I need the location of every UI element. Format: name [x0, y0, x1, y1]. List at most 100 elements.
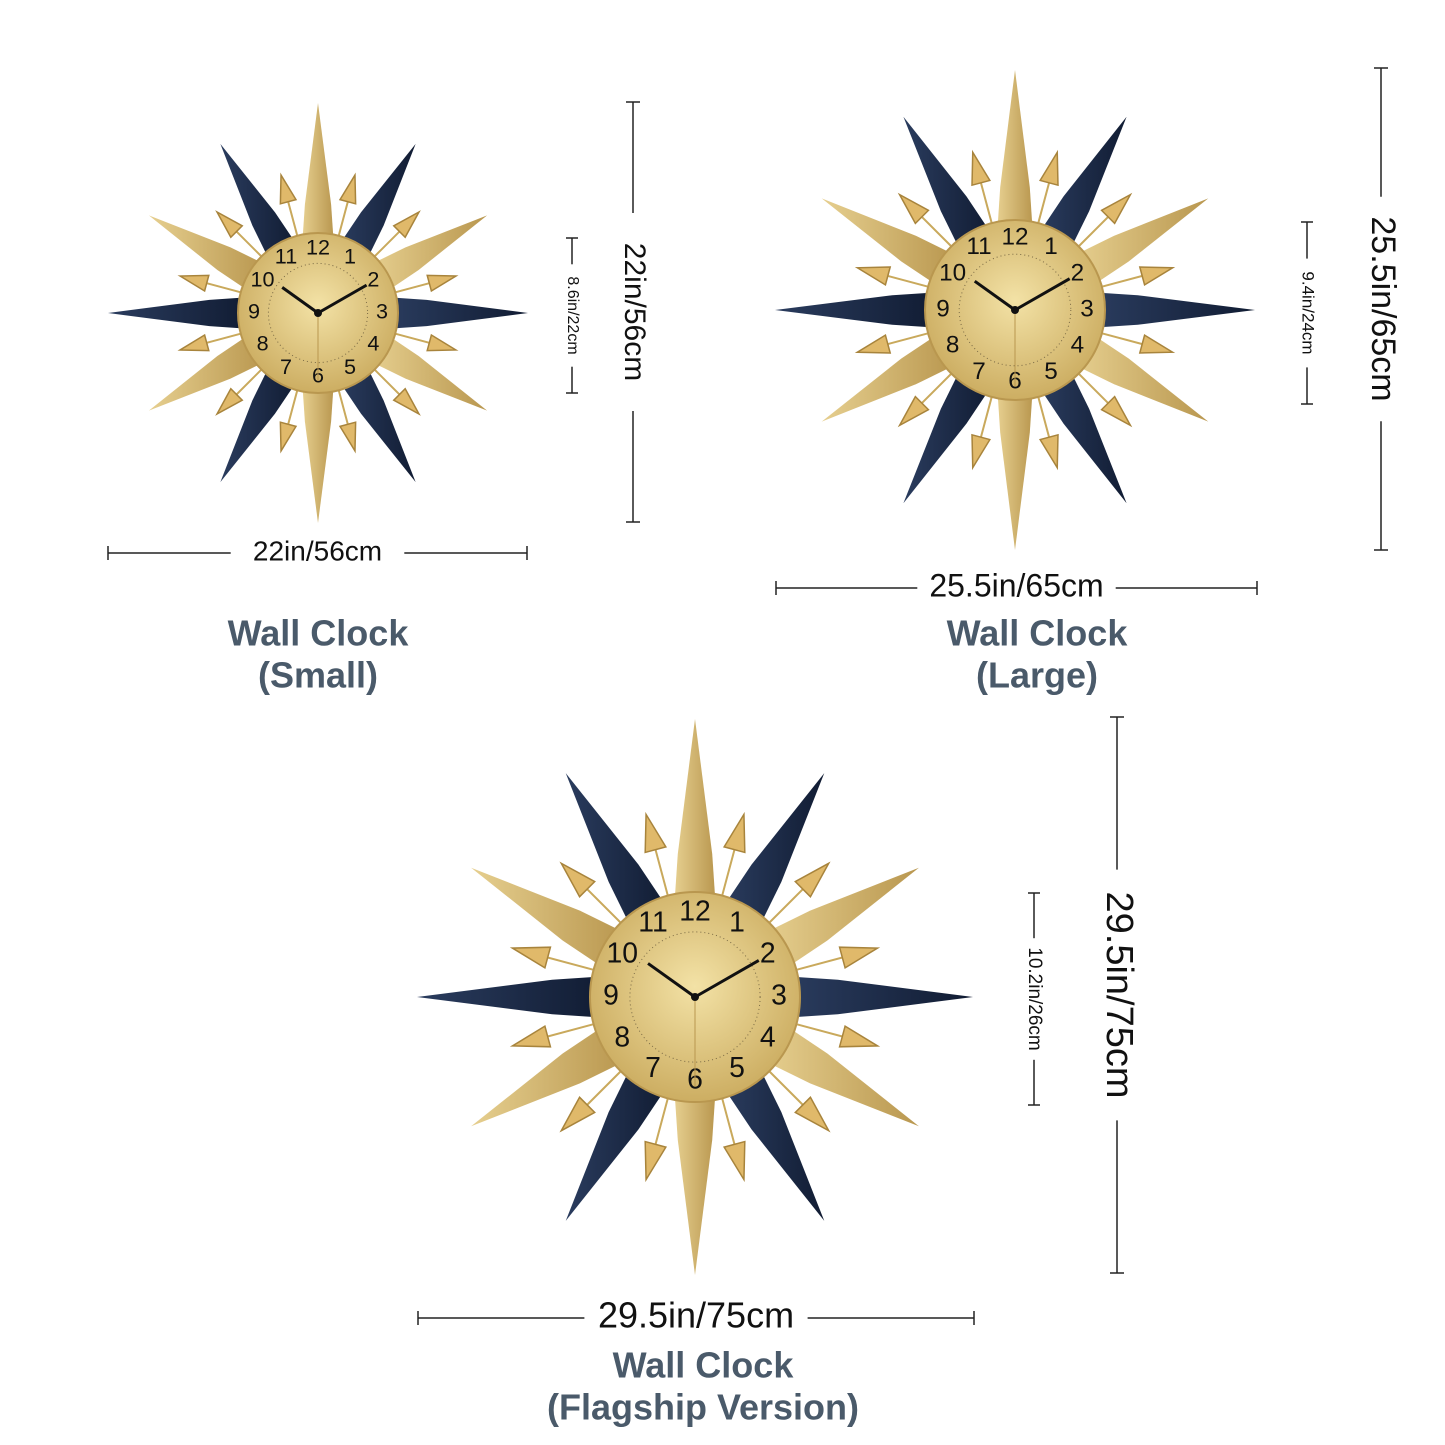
arrow-head [1039, 149, 1059, 187]
dial-numeral: 5 [729, 1052, 745, 1084]
dial-numeral: 2 [1071, 259, 1085, 286]
arrow-head [509, 946, 552, 970]
arrow-head [279, 172, 298, 205]
arrow-head [392, 210, 421, 239]
spike [674, 719, 716, 905]
dial-numeral: 1 [1044, 233, 1058, 260]
dial-numeral: 5 [344, 354, 356, 379]
arrow-head [897, 192, 930, 225]
dial-numeral: 1 [729, 907, 745, 939]
arrow-head [794, 1096, 831, 1133]
dial-numeral: 11 [638, 907, 667, 939]
clock-title: Wall Clock [228, 613, 410, 654]
dial-numeral: 1 [344, 243, 356, 268]
hour-hand [281, 286, 319, 315]
dial-numeral: 3 [376, 299, 388, 324]
dial-numeral: 10 [251, 267, 275, 292]
spike [565, 1066, 667, 1221]
arrow-head [215, 387, 244, 416]
dial-numeral: 2 [367, 267, 379, 292]
arrow-head [722, 1140, 746, 1183]
dial-numeral: 10 [939, 259, 966, 286]
arrow-head [338, 172, 357, 205]
hub [314, 309, 322, 317]
arrow-head [644, 811, 668, 854]
spike [370, 334, 488, 411]
hub [691, 993, 699, 1001]
dial-ring [267, 262, 369, 364]
arrow-head [215, 210, 244, 239]
hour-hand [647, 962, 696, 999]
dial-numeral: 4 [1071, 331, 1085, 358]
arrow-head [794, 861, 831, 898]
arrow-head [559, 1096, 596, 1133]
dial-numeral: 8 [946, 331, 960, 358]
height-label: 22in/56cm [618, 243, 651, 381]
arrow-head [1039, 433, 1059, 471]
arrow-head [177, 333, 210, 352]
arrow-head [838, 946, 881, 970]
arrow-head [722, 811, 746, 854]
arrow-head [644, 1140, 668, 1183]
arrow-head [854, 334, 892, 354]
clock-subtitle: (Flagship Version) [547, 1387, 859, 1428]
dial-numeral: 12 [1001, 223, 1028, 250]
spike [764, 1025, 919, 1127]
dial-numeral: 4 [760, 1021, 776, 1053]
spike [787, 976, 973, 1018]
spike [565, 773, 667, 928]
dial-numeral: 9 [936, 295, 950, 322]
dial-numeral: 9 [248, 299, 260, 324]
dial-numeral: 8 [614, 1021, 630, 1053]
clock-title: Wall Clock [613, 1345, 795, 1386]
clock-subtitle: (Small) [258, 655, 378, 696]
spike [302, 103, 334, 243]
spike [1074, 198, 1209, 286]
spike [370, 215, 488, 292]
arrow-head [279, 421, 298, 454]
hour-hand [973, 279, 1016, 312]
arrow-head [1138, 266, 1176, 286]
dial-label: 10.2in/26cm [1024, 947, 1045, 1051]
dial-label: 9.4in/24cm [1299, 271, 1318, 354]
height-label: 25.5in/65cm [1364, 216, 1402, 401]
dial-numeral: 8 [257, 331, 269, 356]
spike [723, 1066, 825, 1221]
spike [764, 867, 919, 969]
spike [1094, 292, 1255, 328]
dial-numeral: 3 [771, 979, 787, 1011]
hub [1011, 306, 1019, 314]
dial-numeral: 2 [760, 937, 776, 969]
arrow-head [897, 395, 930, 428]
spike [302, 383, 334, 523]
spike [388, 297, 528, 329]
spike [723, 773, 825, 928]
arrow-head [392, 387, 421, 416]
dial-numeral: 11 [966, 233, 991, 260]
dial-ring [629, 931, 761, 1063]
width-label: 25.5in/65cm [929, 567, 1103, 603]
dial-numeral: 10 [606, 937, 638, 969]
minute-hand [694, 959, 760, 999]
dial-numeral: 5 [1044, 358, 1058, 385]
arrow-head [426, 274, 459, 293]
arrow-head [509, 1024, 552, 1048]
dial-numeral: 3 [1080, 295, 1094, 322]
spike [903, 369, 991, 504]
dial-label: 8.6in/22cm [564, 276, 581, 354]
dial-numeral: 7 [972, 358, 986, 385]
clock-subtitle: (Large) [976, 655, 1098, 696]
dial-numeral: 9 [603, 979, 619, 1011]
clock-title: Wall Clock [947, 613, 1129, 654]
spike [903, 116, 991, 251]
spike [220, 365, 297, 483]
spike [108, 297, 248, 329]
spike [339, 365, 416, 483]
dial-numeral: 12 [679, 895, 711, 927]
dial-numeral: 4 [367, 331, 379, 356]
spike [417, 976, 603, 1018]
arrow-head [559, 861, 596, 898]
arrow-head [971, 433, 991, 471]
